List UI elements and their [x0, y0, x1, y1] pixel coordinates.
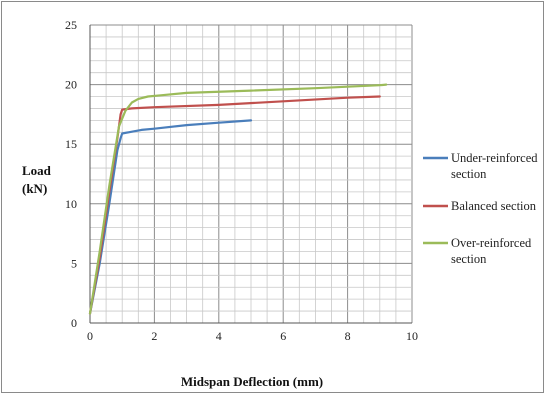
x-tick-label: 4 — [216, 329, 222, 343]
grid — [89, 24, 413, 324]
y-tick-label: 5 — [71, 256, 77, 270]
legend-label-3: Over-reinforced — [451, 236, 532, 250]
y-tick-label: 15 — [65, 137, 77, 151]
x-tick-label: 0 — [87, 329, 93, 343]
x-axis-title: Midspan Deflection (mm) — [181, 374, 323, 389]
x-tick-label: 2 — [151, 329, 157, 343]
y-tick-label: 25 — [65, 18, 77, 32]
legend-label-1: section — [451, 167, 487, 181]
y-tick-labels: 0 5 10 15 20 25 — [65, 18, 77, 330]
x-tick-label: 10 — [406, 329, 418, 343]
series-line-3 — [88, 83, 388, 315]
x-tick-labels: 0 2 4 6 8 10 — [87, 329, 418, 343]
x-tick-label: 8 — [345, 329, 351, 343]
y-axis-title-line-2: (kN) — [22, 181, 47, 196]
legend-label-3: section — [451, 252, 487, 266]
axes — [89, 25, 412, 324]
y-axis-title-line-1: Load — [22, 163, 52, 178]
legend-label-1: Under-reinforced — [451, 151, 538, 165]
x-tick-label: 6 — [280, 329, 286, 343]
legend: Under-reinforced section Balanced section O… — [423, 151, 538, 266]
legend-label-2: Balanced section — [451, 199, 537, 213]
y-tick-label: 20 — [65, 78, 77, 92]
series-line-1 — [88, 119, 253, 315]
y-tick-label: 10 — [65, 197, 77, 211]
series-lines — [88, 83, 388, 315]
y-tick-label: 0 — [71, 316, 77, 330]
